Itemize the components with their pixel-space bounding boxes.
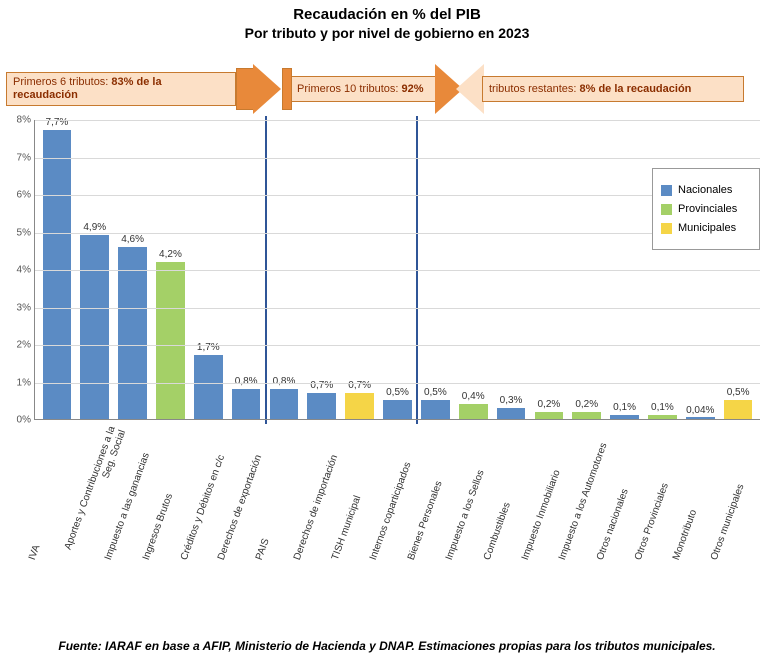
annotation-1: Primeros 6 tributos: 83% de la recaudaci… xyxy=(6,72,236,106)
x-axis-labels: IVAAportes y Contribuciones a la Seg. So… xyxy=(34,424,760,564)
bar xyxy=(686,417,715,419)
bar xyxy=(724,400,753,419)
gridline xyxy=(35,120,760,121)
chart-titles: Recaudación en % del PIB Por tributo y p… xyxy=(0,0,774,41)
bar xyxy=(307,393,336,419)
bar-value-label: 4,6% xyxy=(121,234,144,245)
bar xyxy=(194,355,223,419)
legend-item: Municipales xyxy=(661,222,751,234)
annotation-3: tributos restantes: 8% de la recaudación xyxy=(482,76,744,102)
bar-value-label: 1,7% xyxy=(197,342,220,353)
bar-value-label: 0,5% xyxy=(727,387,750,398)
plot-region: 7,7%4,9%4,6%4,2%1,7%0,8%0,8%0,7%0,7%0,5%… xyxy=(34,120,760,420)
bar xyxy=(270,389,299,419)
bar xyxy=(118,247,147,420)
annotation-1-prefix: Primeros 6 tributos: xyxy=(13,76,111,88)
arrow-1-body xyxy=(236,68,254,110)
bar-value-label: 0,1% xyxy=(613,402,636,413)
gridline xyxy=(35,345,760,346)
y-tick-label: 5% xyxy=(11,227,31,238)
bar xyxy=(80,235,109,419)
bar-value-label: 0,5% xyxy=(386,387,409,398)
bar-value-label: 0,2% xyxy=(537,399,560,410)
bar-value-label: 4,2% xyxy=(159,249,182,260)
legend-swatch xyxy=(661,204,672,215)
bar xyxy=(497,408,526,419)
bar-value-label: 0,8% xyxy=(273,376,296,387)
bar xyxy=(156,262,185,420)
bar-value-label: 7,7% xyxy=(46,117,69,128)
bar xyxy=(383,400,412,419)
legend-item: Provinciales xyxy=(661,203,751,215)
bar-value-label: 0,1% xyxy=(651,402,674,413)
arrow-1-head xyxy=(253,64,281,114)
bar xyxy=(421,400,450,419)
bar xyxy=(232,389,261,419)
y-tick-label: 2% xyxy=(11,340,31,351)
annotation-2-bold: 92% xyxy=(402,83,424,95)
y-tick-label: 1% xyxy=(11,377,31,388)
bar-value-label: 0,3% xyxy=(500,395,523,406)
bar xyxy=(535,412,564,420)
bar-value-label: 0,7% xyxy=(310,380,333,391)
gridline xyxy=(35,383,760,384)
y-tick-label: 3% xyxy=(11,302,31,313)
bar xyxy=(459,404,488,419)
y-tick-label: 8% xyxy=(11,115,31,126)
bar-value-label: 0,7% xyxy=(348,380,371,391)
legend-item: Nacionales xyxy=(661,184,751,196)
bar-value-label: 0,04% xyxy=(686,405,714,416)
y-tick-label: 0% xyxy=(11,415,31,426)
legend-label: Provinciales xyxy=(678,203,737,215)
legend-swatch xyxy=(661,185,672,196)
bar-value-label: 0,5% xyxy=(424,387,447,398)
gridline xyxy=(35,158,760,159)
title-line-2: Por tributo y por nivel de gobierno en 2… xyxy=(0,25,774,41)
bar xyxy=(345,393,374,419)
legend-swatch xyxy=(661,223,672,234)
legend: Nacionales Provinciales Municipales xyxy=(652,168,760,250)
y-tick-label: 4% xyxy=(11,265,31,276)
bar xyxy=(610,415,639,419)
legend-label: Nacionales xyxy=(678,184,732,196)
bar-value-label: 0,4% xyxy=(462,391,485,402)
bar xyxy=(648,415,677,419)
legend-label: Municipales xyxy=(678,222,736,234)
annotation-3-prefix: tributos restantes: xyxy=(489,83,580,95)
annotation-3-bold: 8% de la recaudación xyxy=(580,83,692,95)
bar-value-label: 0,8% xyxy=(235,376,258,387)
annotation-banners: Primeros 6 tributos: 83% de la recaudaci… xyxy=(0,64,774,114)
gridline xyxy=(35,270,760,271)
bar-value-label: 0,2% xyxy=(575,399,598,410)
gridline xyxy=(35,308,760,309)
annotation-2-prefix: Primeros 10 tributos: xyxy=(297,83,402,95)
bar xyxy=(572,412,601,420)
arrow-2-body xyxy=(282,68,292,110)
annotation-2: Primeros 10 tributos: 92% xyxy=(290,76,436,102)
arrow-3-head xyxy=(456,64,484,114)
bar xyxy=(43,130,72,419)
y-tick-label: 6% xyxy=(11,190,31,201)
source-note: Fuente: IARAF en base a AFIP, Ministerio… xyxy=(0,639,774,653)
y-tick-label: 7% xyxy=(11,152,31,163)
title-line-1: Recaudación en % del PIB xyxy=(0,6,774,23)
